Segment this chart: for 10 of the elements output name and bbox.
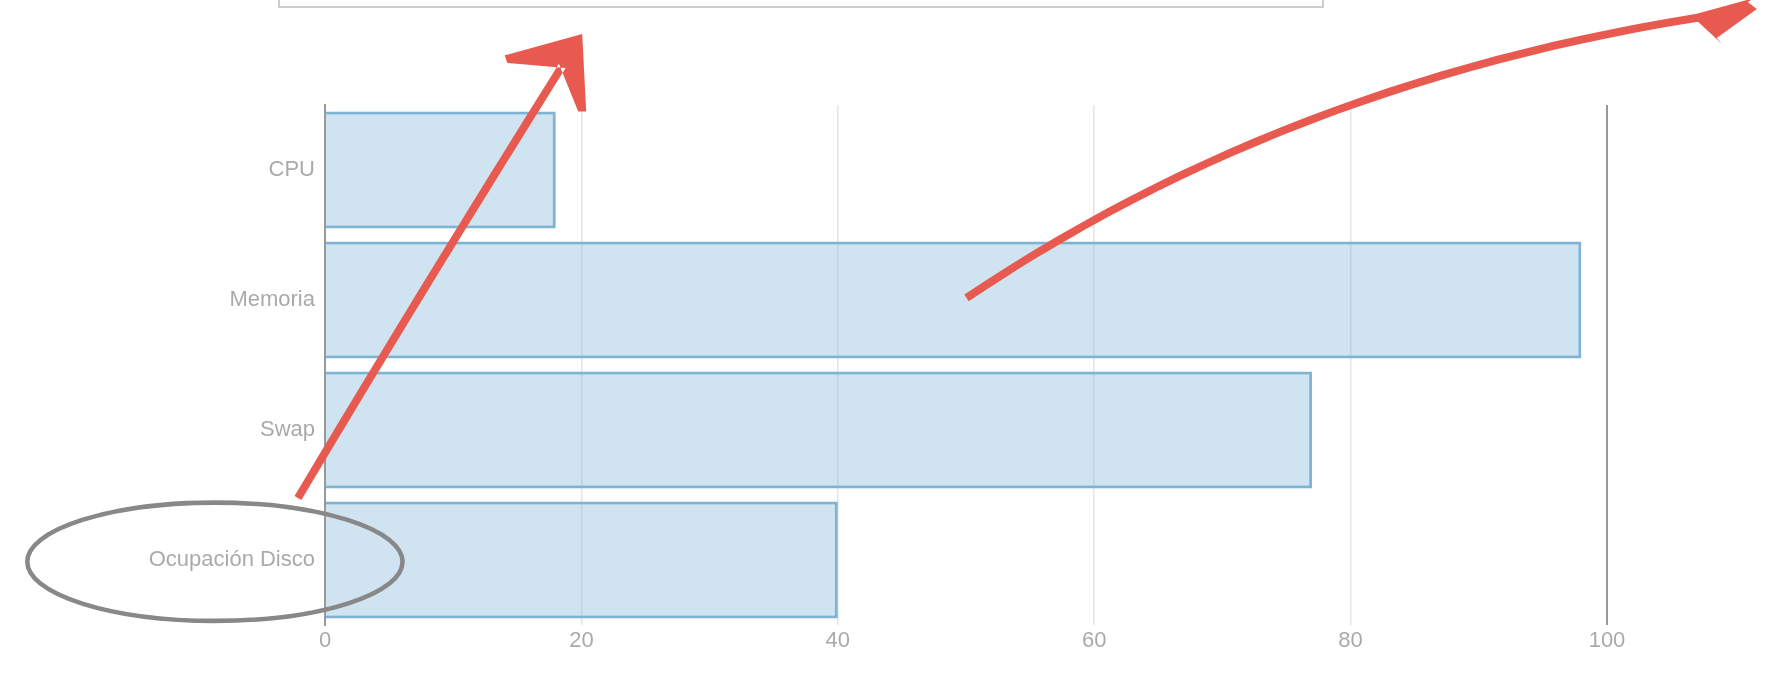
y-tick-label: Swap <box>259 416 315 442</box>
y-tick-label: CPU <box>268 156 315 182</box>
y-tick-label: Memoria <box>229 286 316 312</box>
x-tick-label: 60 <box>1081 627 1107 653</box>
x-tick-label: 80 <box>1338 627 1363 653</box>
x-tick-label: 0 <box>318 627 332 653</box>
x-tick-label: 20 <box>569 627 594 653</box>
x-tick-label: 40 <box>825 627 851 653</box>
y-tick-label: Ocupación Disco <box>148 546 315 572</box>
x-tick-label: 100 <box>1588 627 1626 653</box>
